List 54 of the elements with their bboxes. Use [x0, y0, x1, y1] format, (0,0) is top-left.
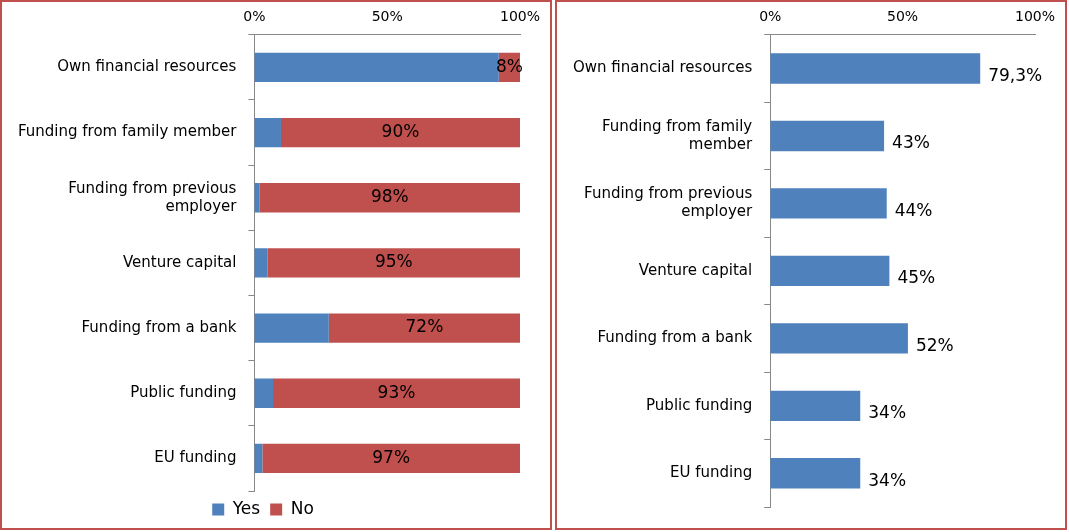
x-tick-label: 100% [1014, 8, 1056, 25]
bar [770, 53, 981, 84]
bar [254, 183, 260, 213]
y-tick-label: Funding from family member [601, 116, 754, 153]
y-tick-label: Venture capital [638, 260, 753, 279]
y-tick-label: EU funding [669, 463, 753, 482]
y-tick-label: Funding from a bank [597, 328, 753, 347]
bar [262, 443, 520, 474]
bar [254, 378, 274, 408]
bar [770, 120, 885, 152]
bar [770, 458, 861, 489]
data-label: 90% [381, 120, 420, 141]
bar [254, 117, 281, 148]
data-label: 43% [892, 132, 930, 153]
y-tick-label: Funding from previous employer [584, 184, 754, 221]
data-label: 97% [372, 446, 411, 467]
y-tick-label: Own financial resources [57, 57, 237, 76]
bar [273, 378, 520, 408]
bar [328, 313, 520, 343]
y-tick-label: Funding from a bank [81, 317, 237, 336]
y-tick-label: Funding from family member [17, 122, 238, 141]
data-label: 95% [374, 251, 413, 272]
y-tick-label: Own financial resources [572, 58, 753, 77]
bar [770, 323, 908, 354]
bar [770, 255, 890, 287]
bar [259, 183, 520, 213]
x-tick-label: 0% [759, 8, 782, 25]
data-label: 34% [868, 402, 907, 423]
legend-label: No [290, 497, 314, 518]
bar [267, 248, 520, 278]
data-label: 93% [377, 381, 416, 402]
bar [770, 188, 887, 219]
bar [254, 52, 499, 83]
data-label: 44% [894, 199, 933, 220]
bar [770, 390, 861, 421]
y-tick-label: Public funding [130, 383, 237, 402]
y-tick-label: Funding from previous employer [68, 178, 238, 215]
x-tick-label: 0% [243, 8, 266, 25]
bar [254, 248, 268, 278]
x-tick-label: 100% [499, 8, 541, 25]
legend-label: Yes [231, 497, 261, 518]
data-label: 52% [915, 334, 954, 355]
y-tick-label: Public funding [646, 395, 753, 414]
data-label: 79,3% [988, 64, 1043, 85]
y-tick-label: EU funding [154, 448, 237, 467]
data-label: 98% [370, 186, 409, 207]
x-tick-label: 50% [887, 8, 919, 25]
data-label: 72% [405, 316, 444, 337]
data-label: 45% [897, 267, 936, 288]
bar [254, 313, 329, 343]
data-label: 34% [868, 469, 907, 490]
bar [280, 117, 520, 148]
y-tick-label: Venture capital [122, 252, 237, 271]
x-tick-label: 50% [371, 8, 403, 25]
